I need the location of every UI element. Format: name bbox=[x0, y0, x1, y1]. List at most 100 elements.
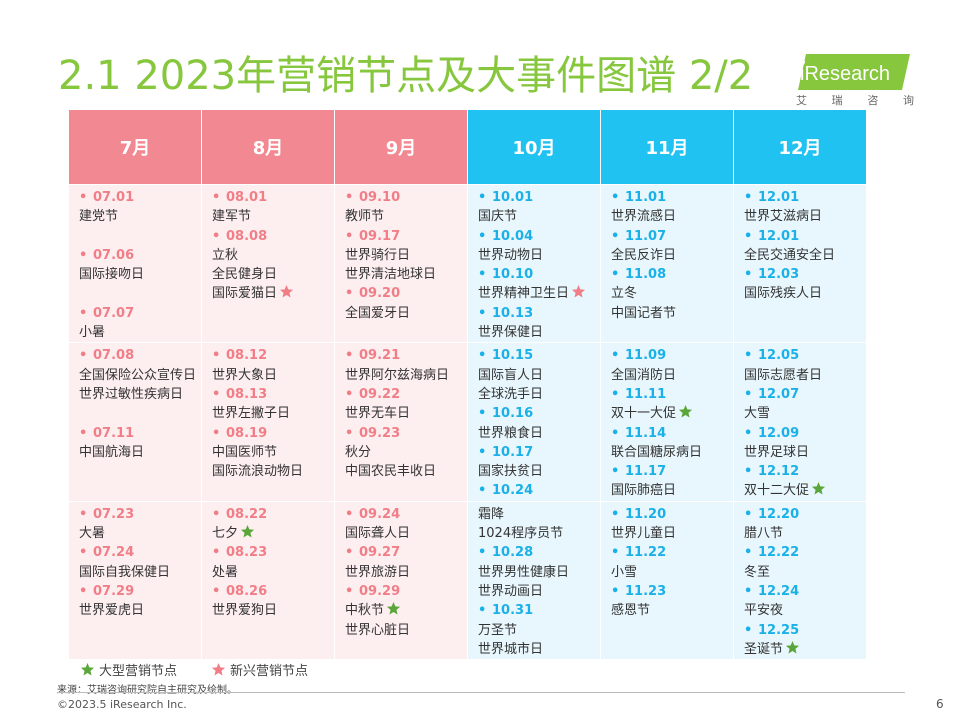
event-name: 中国记者节 bbox=[611, 305, 677, 321]
event-name: 秋分 bbox=[345, 444, 372, 460]
logo-dot bbox=[799, 59, 805, 65]
event-name: 冬至 bbox=[744, 564, 771, 580]
logo-subtitle-char: 询 bbox=[902, 94, 914, 107]
event-name: 国际残疾人日 bbox=[744, 286, 823, 302]
source-note: 来源：艾瑞咨询研究院自主研究及绘制。 bbox=[57, 685, 237, 696]
calendar-cell: • 11.20 世界儿童日 • 11.22 小雪 • 11.23 感恩节 bbox=[600, 500, 734, 661]
calendar-row: • 07.08 全国保险公众宣传日 世界过敏性疾病日 • 07.11 中国航海日 • 08.12… bbox=[68, 342, 867, 502]
event-date: • 12.20 bbox=[744, 506, 800, 522]
event-date: • 07.01 bbox=[79, 190, 135, 205]
event-date: • 10.28 bbox=[478, 545, 534, 561]
month-header-sep: 9月 bbox=[334, 109, 468, 185]
month-header-dec: 12月 bbox=[733, 109, 867, 185]
calendar-cell: • 07.01 建党节 • 07.06 国际接吻日 • 07.07 小暑 bbox=[68, 183, 202, 344]
event-name: 世界爱狗日 bbox=[212, 603, 278, 619]
event-name: 国际流浪动物日 bbox=[212, 464, 304, 480]
green-star-icon bbox=[80, 662, 95, 676]
pink-star-icon bbox=[211, 662, 226, 676]
calendar-cell: • 12.20 腊八节 • 12.22 冬至 • 12.24 平安夜 • 12.25 圣诞节 bbox=[733, 500, 867, 661]
event-name: 世界城市日 bbox=[478, 641, 544, 657]
event-name: 中秋节 bbox=[345, 601, 467, 620]
event-name: 世界儿童日 bbox=[611, 526, 677, 542]
event-date: • 11.22 bbox=[611, 545, 667, 561]
event-name: 国际接吻日 bbox=[79, 267, 145, 283]
green-star-icon bbox=[811, 482, 826, 495]
event-name: 平安夜 bbox=[744, 603, 784, 619]
calendar-row: • 07.23 大暑 • 07.24 国际自我保健日 • 07.29 世界爱虎日 • 08.22 七夕… bbox=[68, 500, 867, 661]
event-name: 国际爱猫日 bbox=[212, 284, 334, 303]
calendar-cell: • 10.01 国庆节 • 10.04 世界动物日 • 10.10 世界精神卫生日 • 10.13 世… bbox=[467, 183, 601, 344]
event-date: • 12.24 bbox=[744, 583, 800, 599]
event-name: 世界精神卫生日 bbox=[478, 284, 600, 303]
legend-large-label: 大型营销节点 bbox=[99, 664, 178, 679]
event-date: • 10.31 bbox=[478, 603, 534, 619]
event-name: 双十一大促 bbox=[611, 404, 733, 423]
event-date: • 11.08 bbox=[611, 267, 667, 283]
event-date: • 09.21 bbox=[345, 348, 401, 364]
green-star-icon bbox=[678, 405, 693, 418]
event-name: 世界清洁地球日 bbox=[345, 267, 437, 283]
event-name: 七夕 bbox=[212, 524, 334, 543]
event-name: 建党节 bbox=[79, 209, 119, 225]
event-date: • 11.14 bbox=[611, 425, 667, 441]
event-date: • 08.01 bbox=[212, 190, 268, 205]
event-date: • 09.20 bbox=[345, 286, 401, 302]
legend: 大型营销节点 新兴营销节点 bbox=[80, 660, 308, 679]
event-date: • 07.11 bbox=[79, 425, 135, 441]
event-name: 大雪 bbox=[744, 406, 771, 422]
event-name: 世界艾滋病日 bbox=[744, 209, 823, 225]
event-date: • 08.26 bbox=[212, 583, 268, 599]
event-name: 处暑 bbox=[212, 564, 239, 580]
event-date: • 07.07 bbox=[79, 305, 135, 321]
event-name: 国际志愿者日 bbox=[744, 367, 823, 383]
calendar-cell: • 11.09 全国消防日 • 11.11 双十一大促 • 11.14 联合国糖尿病日 • 11.1… bbox=[600, 342, 734, 502]
page-number: 6 bbox=[936, 697, 944, 711]
event-date: • 12.01 bbox=[744, 228, 800, 244]
event-name: 国际盲人日 bbox=[478, 367, 544, 383]
event-name: 世界旅游日 bbox=[345, 564, 411, 580]
event-name: 世界阿尔兹海病日 bbox=[345, 367, 450, 383]
green-star-icon bbox=[785, 640, 800, 654]
event-name: 立秋 bbox=[212, 247, 239, 263]
event-name: 1024程序员节 bbox=[478, 526, 564, 542]
event-name: 全国保险公众宣传日 bbox=[79, 367, 197, 383]
calendar-cell: • 12.05 国际志愿者日 • 12.07 大雪 • 12.09 世界足球日 • 12.12 双十二… bbox=[733, 342, 867, 502]
calendar-cell: • 08.12 世界大象日 • 08.13 世界左撇子日 • 08.19 中国医师节 国际流浪动物… bbox=[201, 342, 335, 502]
event-name: 大暑 bbox=[79, 526, 106, 542]
pink-star-icon bbox=[571, 285, 586, 298]
calendar-cell: • 07.23 大暑 • 07.24 国际自我保健日 • 07.29 世界爱虎日 bbox=[68, 500, 202, 661]
event-name: 世界动画日 bbox=[478, 583, 544, 599]
month-header-oct: 10月 bbox=[467, 109, 601, 185]
logo-subtitle-char: 艾 bbox=[796, 94, 807, 107]
event-name: 全民交通安全日 bbox=[744, 247, 836, 263]
event-name: 世界爱虎日 bbox=[79, 603, 145, 619]
event-name: 世界无车日 bbox=[345, 406, 411, 422]
event-name: 全民反诈日 bbox=[611, 247, 677, 263]
calendar-cell: • 08.01 建军节 • 08.08 立秋 全民健身日 国际爱猫日 bbox=[201, 183, 335, 344]
event-name: 中国航海日 bbox=[79, 444, 145, 460]
event-date: • 10.10 bbox=[478, 267, 534, 283]
event-name: 全国消防日 bbox=[611, 367, 677, 383]
event-date: • 11.23 bbox=[611, 583, 667, 599]
event-name: 世界大象日 bbox=[212, 367, 278, 383]
page-title: 2.1 2023年营销节点及大事件图谱 2/2 bbox=[58, 53, 754, 99]
event-date: • 08.23 bbox=[212, 545, 268, 561]
green-star-icon bbox=[240, 524, 255, 538]
event-date: • 11.17 bbox=[611, 464, 667, 480]
logo-subtitle-char: 瑞 bbox=[831, 94, 843, 107]
event-date: • 08.08 bbox=[212, 228, 268, 244]
event-date: • 12.05 bbox=[744, 348, 800, 364]
event-date: • 08.12 bbox=[212, 348, 268, 364]
event-name: 国家扶贫日 bbox=[478, 464, 544, 480]
event-name: 教师节 bbox=[345, 209, 385, 225]
event-date: • 12.07 bbox=[744, 386, 800, 402]
event-date: • 11.09 bbox=[611, 348, 667, 364]
event-name: 小雪 bbox=[611, 564, 638, 580]
event-name: 全球洗手日 bbox=[478, 386, 544, 402]
calendar-cell: • 10.15 国际盲人日 全球洗手日 • 10.16 世界粮食日 • 10.17 国家扶贫日 • 1… bbox=[467, 342, 601, 502]
event-name: 双十二大促 bbox=[744, 481, 866, 500]
logo-text: iResearch bbox=[800, 63, 890, 85]
event-name: 国际自我保健日 bbox=[79, 564, 171, 580]
event-name: 万圣节 bbox=[478, 622, 518, 638]
event-date: • 07.23 bbox=[79, 506, 135, 522]
